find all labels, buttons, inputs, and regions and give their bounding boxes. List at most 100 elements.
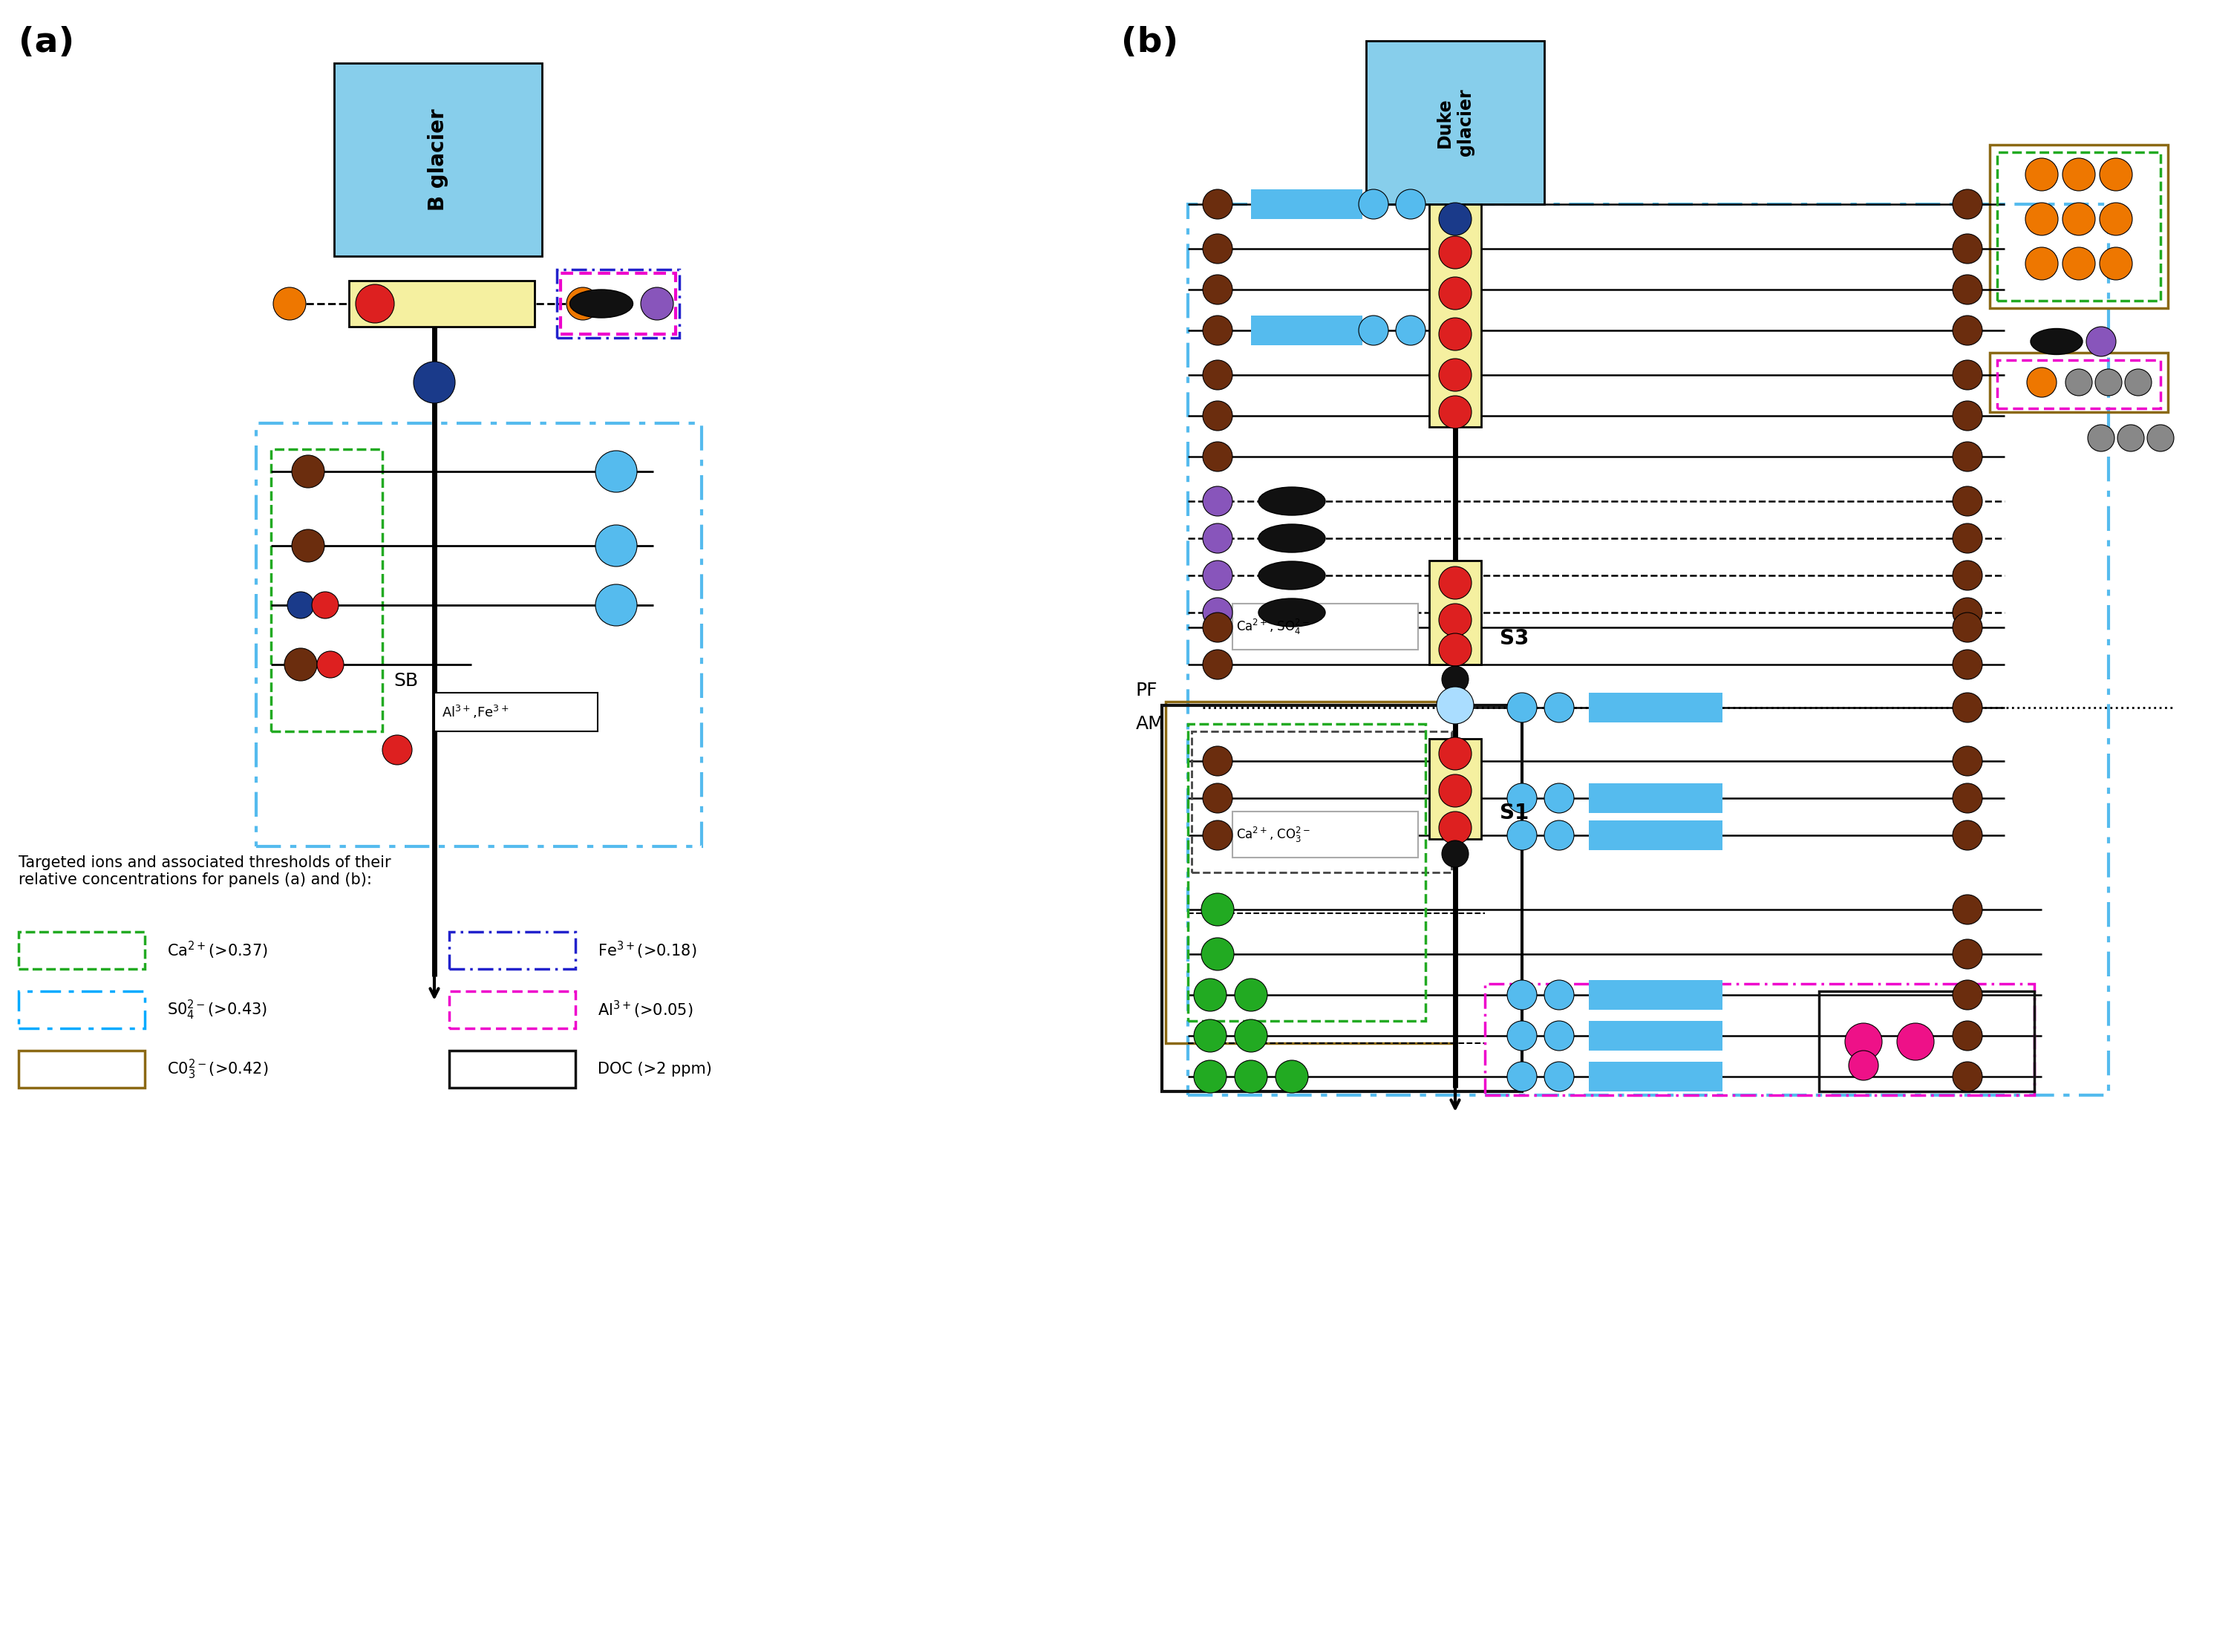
Circle shape bbox=[1202, 401, 1233, 431]
Circle shape bbox=[1953, 190, 1982, 220]
Bar bbox=[270, 449, 382, 732]
Circle shape bbox=[1953, 649, 1982, 679]
Circle shape bbox=[1439, 396, 1472, 428]
Circle shape bbox=[1193, 978, 1226, 1011]
Circle shape bbox=[2062, 203, 2095, 235]
Circle shape bbox=[1439, 203, 1472, 235]
Circle shape bbox=[2100, 159, 2131, 192]
Ellipse shape bbox=[570, 289, 632, 317]
Bar bbox=[1188, 205, 2109, 1095]
Circle shape bbox=[1202, 190, 1233, 220]
Circle shape bbox=[2118, 425, 2145, 451]
Circle shape bbox=[1358, 316, 1387, 345]
Circle shape bbox=[317, 651, 344, 677]
Bar bbox=[1430, 205, 1481, 426]
Circle shape bbox=[1202, 613, 1233, 643]
Circle shape bbox=[1544, 1062, 1575, 1092]
Circle shape bbox=[284, 648, 317, 681]
Bar bbox=[1233, 603, 1419, 649]
Bar bbox=[1430, 560, 1481, 664]
Circle shape bbox=[382, 735, 411, 765]
Text: AM: AM bbox=[1135, 715, 1164, 733]
Bar bbox=[1997, 152, 2160, 301]
Circle shape bbox=[1953, 274, 1982, 304]
Bar bbox=[18, 932, 145, 970]
Circle shape bbox=[1396, 190, 1425, 220]
Circle shape bbox=[1202, 821, 1233, 851]
Ellipse shape bbox=[1258, 524, 1325, 552]
Bar bbox=[18, 991, 145, 1028]
Circle shape bbox=[1953, 895, 1982, 925]
Bar bbox=[1233, 811, 1419, 857]
Text: B glacier: B glacier bbox=[427, 109, 449, 211]
Text: SB: SB bbox=[393, 672, 418, 691]
Circle shape bbox=[1202, 274, 1233, 304]
Circle shape bbox=[1544, 980, 1575, 1009]
Bar bbox=[556, 269, 679, 337]
Bar bbox=[1486, 985, 2035, 1095]
Circle shape bbox=[1202, 747, 1233, 776]
Text: DOC (>2 ppm): DOC (>2 ppm) bbox=[599, 1062, 713, 1077]
Circle shape bbox=[1953, 692, 1982, 722]
Circle shape bbox=[1953, 1021, 1982, 1051]
Text: (a): (a) bbox=[18, 26, 74, 59]
Text: S1: S1 bbox=[1499, 803, 1528, 823]
Bar bbox=[1588, 821, 1722, 851]
Text: Al$^{3+}$,Fe$^{3+}$: Al$^{3+}$,Fe$^{3+}$ bbox=[442, 704, 509, 720]
Text: Fe$^{3+}$(>0.18): Fe$^{3+}$(>0.18) bbox=[599, 940, 697, 961]
Circle shape bbox=[1439, 358, 1472, 392]
Circle shape bbox=[2100, 203, 2131, 235]
Bar bbox=[449, 991, 576, 1028]
Circle shape bbox=[1439, 278, 1472, 309]
Circle shape bbox=[1441, 841, 1468, 867]
Circle shape bbox=[1202, 316, 1233, 345]
Ellipse shape bbox=[1258, 562, 1325, 590]
Circle shape bbox=[1439, 811, 1472, 844]
Text: Ca$^{2+}$, SO$_4^{2-}$: Ca$^{2+}$, SO$_4^{2-}$ bbox=[1235, 618, 1309, 636]
Bar bbox=[257, 423, 701, 846]
Circle shape bbox=[1439, 737, 1472, 770]
Circle shape bbox=[2147, 425, 2174, 451]
Circle shape bbox=[1953, 486, 1982, 515]
Circle shape bbox=[1953, 783, 1982, 813]
Circle shape bbox=[567, 287, 599, 320]
Circle shape bbox=[1508, 821, 1537, 851]
Bar bbox=[1588, 980, 1722, 1009]
Circle shape bbox=[293, 456, 324, 487]
Circle shape bbox=[1358, 190, 1387, 220]
Bar bbox=[1990, 145, 2167, 309]
Circle shape bbox=[1202, 360, 1233, 390]
Circle shape bbox=[2026, 159, 2058, 192]
Circle shape bbox=[1436, 687, 1474, 724]
Circle shape bbox=[1953, 524, 1982, 553]
Ellipse shape bbox=[1258, 598, 1325, 626]
Bar bbox=[1166, 702, 1454, 1042]
Circle shape bbox=[1953, 980, 1982, 1009]
Ellipse shape bbox=[2031, 329, 2082, 355]
Circle shape bbox=[1953, 441, 1982, 471]
Circle shape bbox=[2026, 367, 2058, 396]
Ellipse shape bbox=[1258, 487, 1325, 515]
Bar bbox=[1191, 732, 1452, 872]
Text: S3: S3 bbox=[1499, 628, 1528, 649]
Circle shape bbox=[273, 287, 306, 320]
Text: Ca$^{2+}$, CO$_3^{2-}$: Ca$^{2+}$, CO$_3^{2-}$ bbox=[1235, 826, 1311, 844]
Circle shape bbox=[1508, 1062, 1537, 1092]
Bar bbox=[335, 63, 543, 256]
Bar bbox=[1365, 41, 1544, 205]
Circle shape bbox=[1897, 1023, 1935, 1061]
Text: PF: PF bbox=[1135, 682, 1157, 699]
Circle shape bbox=[1508, 783, 1537, 813]
Text: Ca$^{2+}$(>0.37): Ca$^{2+}$(>0.37) bbox=[168, 940, 268, 961]
Circle shape bbox=[2026, 248, 2058, 279]
Circle shape bbox=[2087, 327, 2116, 357]
Circle shape bbox=[641, 287, 672, 320]
Circle shape bbox=[1202, 783, 1233, 813]
Circle shape bbox=[1235, 1061, 1267, 1094]
Bar bbox=[1588, 783, 1722, 813]
Circle shape bbox=[1202, 938, 1233, 970]
Text: Al$^{3+}$(>0.05): Al$^{3+}$(>0.05) bbox=[599, 999, 693, 1021]
Circle shape bbox=[1439, 317, 1472, 350]
Circle shape bbox=[1953, 598, 1982, 628]
Circle shape bbox=[1439, 567, 1472, 600]
